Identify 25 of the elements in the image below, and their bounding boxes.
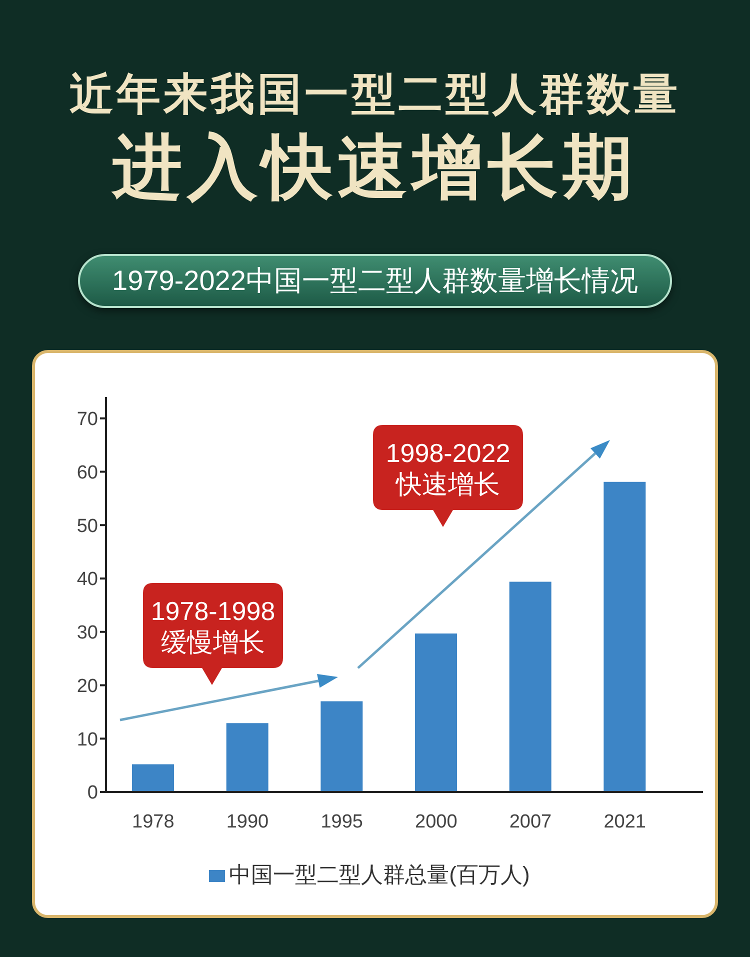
bar <box>226 723 268 792</box>
annotation: 1998-2022 快速增长 <box>386 438 510 499</box>
y-tick-label: 50 <box>76 516 98 537</box>
bar <box>132 764 174 792</box>
bar <box>604 482 646 792</box>
bar <box>415 633 457 792</box>
y-tick-label: 70 <box>76 409 98 430</box>
x-tick-label: 2021 <box>604 811 646 832</box>
y-tick-label: 20 <box>76 676 98 697</box>
y-tick-label: 60 <box>76 462 98 484</box>
bar <box>509 582 552 792</box>
x-tick-label: 2000 <box>415 811 458 832</box>
x-tick-label: 1995 <box>320 811 363 832</box>
annotation: 1978-1998 缓慢增长 <box>150 596 276 657</box>
y-tick-label: 30 <box>76 622 98 644</box>
bar <box>320 701 363 792</box>
y-tick-label: 0 <box>87 782 98 804</box>
x-tick-label: 2007 <box>509 811 552 832</box>
chart-title: 近年来我国一型二型人群数量 <box>68 69 682 121</box>
y-tick-label: 10 <box>76 729 98 750</box>
legend-label: 中国一型二型人群总量(百万人) <box>229 862 530 887</box>
x-tick-label: 1990 <box>226 811 269 832</box>
chart-subtitle: 进入快速增长期 <box>110 127 638 208</box>
x-tick-label: 1978 <box>132 811 174 832</box>
y-tick-label: 40 <box>76 569 98 590</box>
